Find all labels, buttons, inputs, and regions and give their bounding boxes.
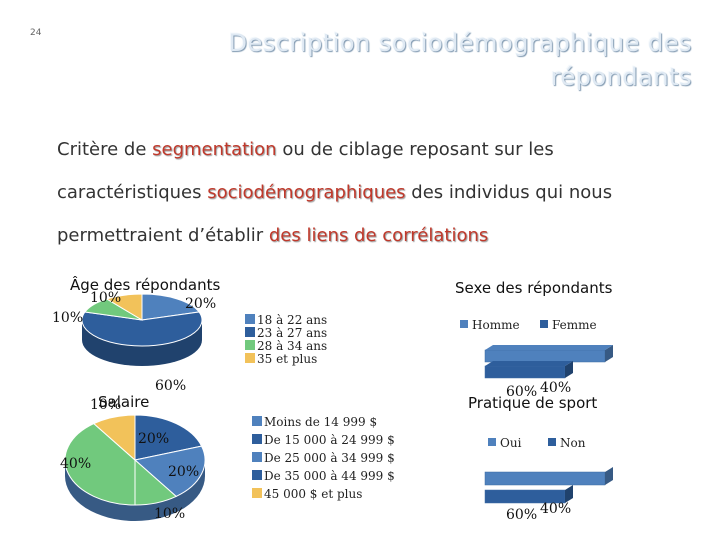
- bar-mark: [484, 349, 606, 363]
- legend-swatch: [252, 452, 262, 462]
- pie-group: [64, 414, 206, 521]
- data-label: 20%: [168, 464, 199, 480]
- legend-entry: 45 000 $ et plus: [264, 487, 362, 501]
- keyword-sociodemographiques: sociodémographiques: [207, 182, 406, 203]
- intro-text: Critère de: [57, 139, 153, 160]
- legend-swatch: [245, 327, 255, 337]
- chart-title: Pratique de sport: [468, 394, 597, 412]
- slide-number: 24: [30, 28, 42, 38]
- legend-entry: 23 à 27 ans: [257, 326, 327, 340]
- bar-mark: [565, 361, 573, 378]
- pie-group: [81, 293, 203, 366]
- chart-title: Sexe des répondants: [455, 279, 613, 297]
- data-label: 60%: [506, 384, 537, 400]
- legend-swatch: [252, 416, 262, 426]
- legend-swatch: [540, 320, 548, 328]
- data-label: 20%: [138, 431, 169, 447]
- bar-mark: [484, 365, 566, 379]
- bar-mark: [485, 345, 613, 350]
- legend-entry: Oui: [500, 436, 522, 450]
- bar-mark: [485, 361, 573, 366]
- legend-entry: Femme: [552, 318, 597, 332]
- slide-title-line1: Description sociodémographique des: [228, 29, 692, 57]
- chart-title: Salaire: [98, 393, 149, 411]
- pie-slice: [133, 445, 206, 497]
- legend-entry: De 25 000 à 34 999 $: [264, 451, 395, 465]
- pie-slice: [92, 414, 136, 462]
- data-label: 10%: [52, 310, 83, 326]
- slide-title: Description sociodémographique des répon…: [172, 26, 692, 94]
- legend-swatch: [488, 438, 496, 446]
- legend-entry: Homme: [472, 318, 520, 332]
- keyword-segmentation: segmentation: [152, 139, 277, 160]
- chart-title: Âge des répondants: [70, 275, 220, 294]
- slide-title-line2: répondants: [550, 63, 692, 91]
- intro-text: ou de ciblage reposant sur les: [276, 139, 554, 160]
- legend-swatch: [460, 320, 468, 328]
- data-label: 60%: [506, 507, 537, 523]
- legend-swatch: [245, 314, 255, 324]
- legend-swatch: [548, 438, 556, 446]
- data-label: 40%: [540, 501, 571, 517]
- legend-swatch: [252, 488, 262, 498]
- data-label: 40%: [60, 456, 91, 472]
- legend-entry: Non: [560, 436, 586, 450]
- data-label: 10%: [90, 290, 121, 306]
- intro-paragraph: Critère de segmentation ou de ciblage re…: [57, 128, 657, 257]
- legend-swatch: [252, 470, 262, 480]
- legend-swatch: [245, 340, 255, 350]
- age-pie-chart: Âge des répondants 20% 60% 10% 10% 18 à 22 an…: [52, 275, 327, 394]
- sport-bar-chart: Pratique de sport Oui Non 60% 40%: [468, 394, 613, 523]
- pie-slice: [64, 423, 136, 506]
- legend-entry: 35 et plus: [257, 352, 317, 366]
- pie-slice: [105, 293, 143, 321]
- intro-text: des individus qui nous: [405, 182, 613, 203]
- bar-mark: [605, 467, 613, 485]
- legend-swatch: [245, 353, 255, 363]
- data-label: 10%: [154, 506, 185, 522]
- legend-entry: 18 à 22 ans: [257, 313, 327, 327]
- bar-mark: [565, 485, 573, 503]
- intro-text: caractéristiques: [57, 182, 208, 203]
- data-label: 40%: [540, 380, 571, 396]
- pie-slice: [134, 414, 203, 461]
- legend-entry: De 15 000 à 24 999 $: [264, 433, 395, 447]
- pie-slice: [81, 311, 203, 347]
- intro-text: permettraient d’établir: [57, 225, 269, 246]
- legend-entry: 28 à 34 ans: [257, 339, 327, 353]
- bar-mark: [605, 345, 613, 362]
- data-label: 20%: [185, 296, 216, 312]
- sex-bar-chart: Sexe des répondants Homme Femme 60% 40%: [455, 279, 613, 400]
- salary-pie-chart: Salaire 20% 20% 10% 40% 10% Moins de 14 999 $ D…: [60, 393, 395, 522]
- legend-swatch: [252, 434, 262, 444]
- data-label: 10%: [90, 397, 121, 413]
- bar-mark: [484, 471, 606, 486]
- legend-entry: De 35 000 à 44 999 $: [264, 469, 395, 483]
- keyword-correlations: des liens de corrélations: [268, 225, 489, 246]
- data-label: 60%: [155, 378, 186, 394]
- legend-entry: Moins de 14 999 $: [264, 415, 377, 429]
